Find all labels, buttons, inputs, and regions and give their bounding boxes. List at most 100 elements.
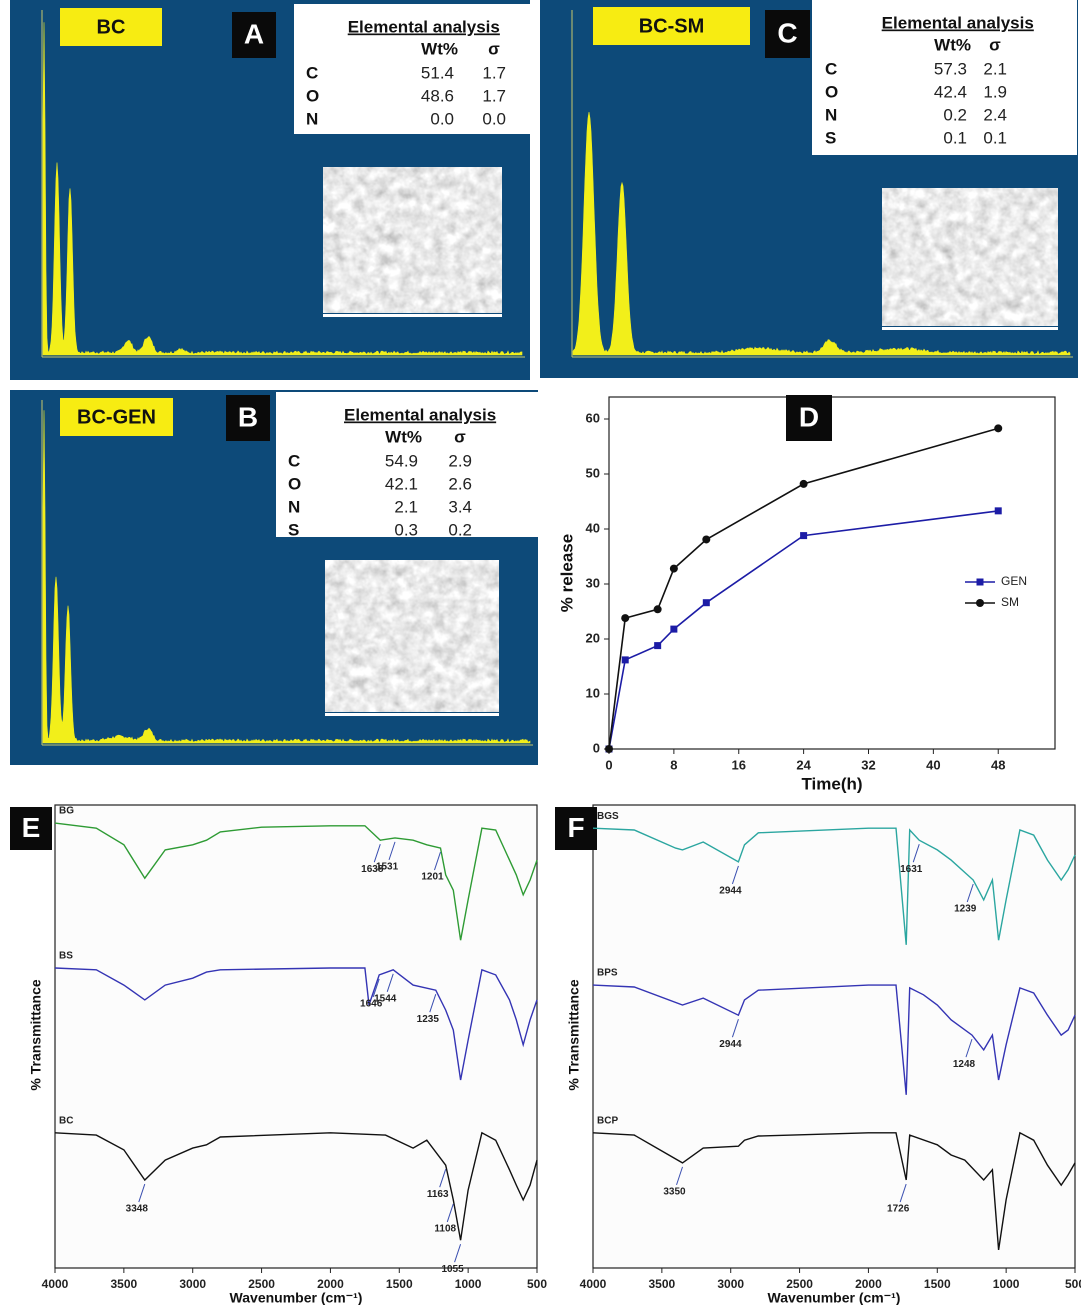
data-marker <box>621 614 630 623</box>
table-cell: 57.3 <box>934 59 967 78</box>
x-tick-label: 1500 <box>924 1277 951 1291</box>
panel-letter: B <box>238 401 258 432</box>
data-marker <box>994 424 1003 433</box>
table-header: σ <box>488 39 500 58</box>
peak-label: 1163 <box>427 1189 449 1200</box>
x-tick-label: 3000 <box>179 1277 206 1291</box>
y-tick-label: 50 <box>586 465 600 480</box>
panel-letter-box <box>232 12 276 58</box>
peak-label: 1638 <box>361 864 384 875</box>
x-tick-label: 16 <box>732 757 746 772</box>
table-cell: 0.1 <box>983 128 1007 147</box>
scale-bar <box>882 327 1058 330</box>
table-cell: 0.2 <box>943 105 967 124</box>
table-header: Wt% <box>934 35 971 54</box>
x-tick-label: 0 <box>605 757 612 772</box>
table-cell: N <box>825 105 837 124</box>
table-cell: 2.1 <box>983 59 1007 78</box>
y-tick-label: 60 <box>586 410 600 425</box>
x-tick-label: 3000 <box>717 1277 744 1291</box>
x-tick-label: 3500 <box>649 1277 676 1291</box>
series-label: BGS <box>597 811 619 822</box>
peak-arrow <box>676 1166 683 1186</box>
data-marker <box>800 532 808 540</box>
table-cell: C <box>306 63 318 82</box>
table-cell: 0.0 <box>482 109 506 128</box>
peak-arrow <box>433 851 441 871</box>
table-header: Wt% <box>421 39 458 58</box>
x-tick-label: 2500 <box>248 1277 275 1291</box>
peak-label: 1544 <box>374 993 397 1004</box>
x-tick-label: 48 <box>991 757 1005 772</box>
panel-letter-box <box>765 10 810 58</box>
sample-label-box <box>593 7 750 45</box>
x-tick-label: 40 <box>926 757 940 772</box>
peak-label: 1055 <box>441 1264 464 1275</box>
peak-arrow <box>899 1183 907 1203</box>
table-cell: S <box>825 128 836 147</box>
table-cell: 0.2 <box>448 520 472 539</box>
data-marker <box>654 642 662 650</box>
y-axis-title: % Transmittance <box>566 979 582 1090</box>
spectrum <box>572 111 1071 356</box>
table-cell: N <box>306 109 318 128</box>
panel-letter-box <box>10 807 52 850</box>
peak-label: 2944 <box>719 1039 742 1050</box>
data-marker <box>702 535 711 544</box>
sample-label-box <box>60 398 173 436</box>
x-tick-label: 500 <box>1065 1277 1081 1291</box>
x-axis-title: Time(h) <box>801 774 862 793</box>
table-cell: O <box>825 82 838 101</box>
table-cell: S <box>288 520 299 539</box>
data-marker <box>799 479 808 488</box>
y-axis-title: % release <box>557 534 576 612</box>
legend-marker <box>976 578 984 586</box>
peak-arrow <box>429 994 437 1013</box>
y-tick-label: 20 <box>586 630 600 645</box>
data-marker <box>621 656 629 664</box>
y-tick-label: 30 <box>586 575 600 590</box>
panel-letter-box <box>786 395 832 441</box>
table-cell: 2.9 <box>448 451 472 470</box>
x-tick-label: 8 <box>670 757 677 772</box>
panel-letter: C <box>777 17 797 48</box>
legend-marker <box>976 599 984 607</box>
peak-arrow <box>373 844 381 863</box>
series-label: BS <box>59 951 73 962</box>
table-cell: 2.4 <box>983 105 1007 124</box>
table-cell: 54.9 <box>385 451 418 470</box>
peak-label: 1631 <box>900 864 923 875</box>
y-tick-label: 40 <box>586 520 600 535</box>
x-tick-label: 4000 <box>42 1277 69 1291</box>
panel-letter-box <box>555 807 597 850</box>
peak-label: 1201 <box>421 872 444 883</box>
panel-letter: A <box>244 18 264 49</box>
peak-arrow <box>912 844 920 863</box>
table-cell: C <box>825 59 837 78</box>
peak-label: 3350 <box>663 1187 686 1198</box>
table-header: σ <box>989 35 1001 54</box>
series-line <box>592 827 1076 945</box>
data-marker <box>669 564 678 573</box>
table-cell: C <box>288 451 300 470</box>
data-marker <box>670 625 678 633</box>
sample-label: BC-SM <box>639 15 705 37</box>
peak-arrow <box>386 973 394 992</box>
sem-image <box>882 188 1058 326</box>
panel-letter-box <box>226 395 270 441</box>
panel-letter: F <box>567 812 584 843</box>
table-cell: 0.1 <box>943 128 967 147</box>
data-marker <box>994 507 1002 515</box>
series-line <box>592 984 1076 1095</box>
data-marker <box>605 745 613 753</box>
spectrum <box>42 22 523 356</box>
peak-label: 1726 <box>887 1204 910 1215</box>
peak-arrow <box>138 1183 146 1203</box>
series-line <box>54 822 538 941</box>
peak-label: 1646 <box>360 999 383 1010</box>
peak-arrow <box>731 865 739 885</box>
series-line <box>54 967 538 1081</box>
spectrum <box>42 410 531 744</box>
table-cell: 0.3 <box>394 520 418 539</box>
